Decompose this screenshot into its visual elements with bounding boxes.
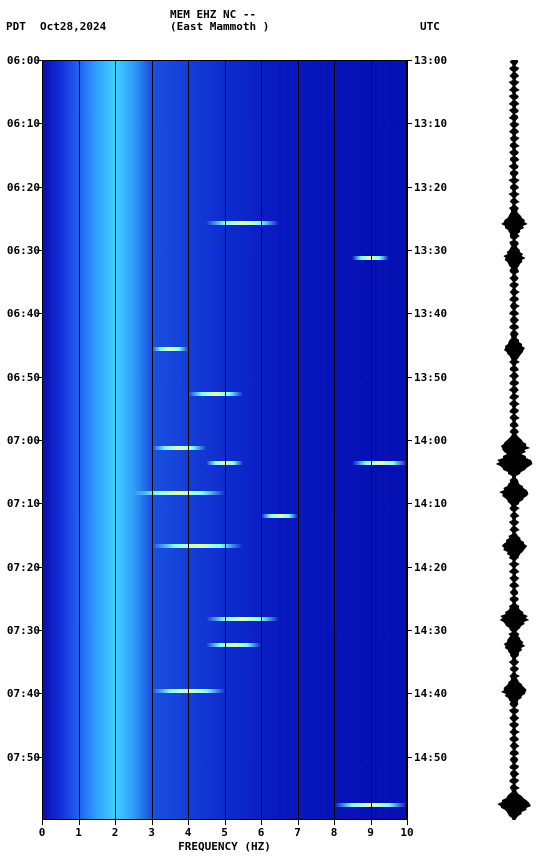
y-tick-left: 06:50	[4, 371, 40, 384]
x-tick-mark	[115, 820, 116, 825]
spectrogram-plot: 06:0013:0006:1013:1006:2013:2006:3013:30…	[42, 60, 407, 820]
x-tick-mark	[407, 820, 408, 825]
y-tick-left: 06:20	[4, 181, 40, 194]
y-tick-mark-right	[407, 757, 412, 758]
y-tick-mark-right	[407, 250, 412, 251]
y-tick-left: 06:40	[4, 307, 40, 320]
y-tick-left: 06:30	[4, 244, 40, 257]
y-tick-right: 13:30	[414, 244, 447, 257]
tz-right-label: UTC	[420, 20, 440, 33]
y-tick-mark-right	[407, 60, 412, 61]
x-tick-mark	[225, 820, 226, 825]
x-tick-label: 2	[112, 826, 119, 839]
x-tick-mark	[261, 820, 262, 825]
station-name: (East Mammoth )	[170, 20, 269, 33]
y-tick-right: 14:10	[414, 497, 447, 510]
y-tick-left: 07:10	[4, 497, 40, 510]
y-tick-left: 07:50	[4, 751, 40, 764]
gridline-v	[225, 60, 226, 820]
y-tick-right: 13:00	[414, 54, 447, 67]
x-tick-label: 7	[294, 826, 301, 839]
spec-event-streak	[206, 221, 279, 225]
x-tick-label: 9	[367, 826, 374, 839]
x-tick-mark	[371, 820, 372, 825]
y-tick-mark-right	[407, 567, 412, 568]
x-tick-mark	[42, 820, 43, 825]
y-tick-mark-right	[407, 693, 412, 694]
spec-event-streak	[188, 392, 243, 396]
x-tick-mark	[152, 820, 153, 825]
x-tick-label: 0	[39, 826, 46, 839]
gridline-v	[334, 60, 335, 820]
y-tick-right: 13:10	[414, 117, 447, 130]
y-tick-left: 07:30	[4, 624, 40, 637]
y-tick-right: 14:50	[414, 751, 447, 764]
y-tick-right: 13:50	[414, 371, 447, 384]
y-tick-right: 13:20	[414, 181, 447, 194]
gridline-v	[152, 60, 153, 820]
spec-event-streak	[152, 446, 207, 450]
x-tick-mark	[79, 820, 80, 825]
gridline-v	[298, 60, 299, 820]
y-tick-right: 14:20	[414, 561, 447, 574]
x-tick-mark	[298, 820, 299, 825]
spec-event-streak	[206, 643, 261, 647]
date-label: Oct28,2024	[40, 20, 106, 33]
spec-event-streak	[133, 491, 224, 495]
y-tick-mark-right	[407, 377, 412, 378]
y-tick-left: 07:20	[4, 561, 40, 574]
spec-event-streak	[352, 461, 407, 465]
y-tick-right: 14:00	[414, 434, 447, 447]
y-tick-mark-right	[407, 187, 412, 188]
x-tick-label: 1	[75, 826, 82, 839]
x-axis-label: FREQUENCY (HZ)	[42, 840, 407, 853]
gridline-v	[79, 60, 80, 820]
y-tick-left: 07:40	[4, 687, 40, 700]
y-tick-mark-right	[407, 503, 412, 504]
seismogram-trace	[490, 60, 538, 820]
y-tick-left: 06:10	[4, 117, 40, 130]
y-tick-mark-right	[407, 123, 412, 124]
y-tick-right: 14:30	[414, 624, 447, 637]
y-tick-right: 13:40	[414, 307, 447, 320]
x-tick-label: 4	[185, 826, 192, 839]
y-tick-mark-right	[407, 630, 412, 631]
gridline-v	[188, 60, 189, 820]
spec-event-streak	[152, 544, 243, 548]
y-tick-left: 06:00	[4, 54, 40, 67]
spec-event-streak	[206, 617, 279, 621]
gridline-v	[115, 60, 116, 820]
x-tick-label: 10	[400, 826, 413, 839]
figure-container: MEM EHZ NC -- PDT Oct28,2024 (East Mammo…	[0, 0, 552, 864]
x-tick-label: 8	[331, 826, 338, 839]
spec-event-streak	[152, 347, 189, 351]
tz-left-label: PDT	[6, 20, 26, 33]
y-tick-mark-right	[407, 313, 412, 314]
gridline-v	[371, 60, 372, 820]
x-tick-label: 6	[258, 826, 265, 839]
x-tick-label: 5	[221, 826, 228, 839]
y-tick-mark-right	[407, 440, 412, 441]
x-tick-label: 3	[148, 826, 155, 839]
x-tick-mark	[334, 820, 335, 825]
y-tick-right: 14:40	[414, 687, 447, 700]
gridline-v	[42, 60, 43, 820]
x-tick-mark	[188, 820, 189, 825]
gridline-v	[261, 60, 262, 820]
spec-event-streak	[261, 514, 298, 518]
y-tick-left: 07:00	[4, 434, 40, 447]
